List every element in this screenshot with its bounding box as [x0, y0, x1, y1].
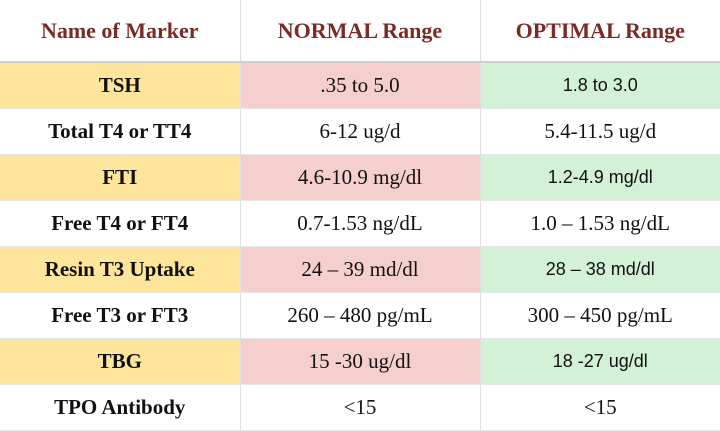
- header-cell: Name of Marker: [0, 0, 240, 63]
- header-row: Name of Marker NORMAL Range OPTIMAL Rang…: [0, 0, 720, 63]
- normal-range: <15: [239, 384, 480, 431]
- normal-range: 15 -30 ug/dl: [239, 338, 480, 385]
- header-cell: NORMAL Range: [239, 0, 480, 63]
- marker-name: Total T4 or TT4: [0, 108, 240, 155]
- row: TSH .35 to 5.0 1.8 to 3.0: [0, 62, 720, 109]
- optimal-range: 1.0 – 1.53 ng/dL: [479, 200, 720, 247]
- normal-range: 6-12 ug/d: [239, 108, 480, 155]
- header-cell: OPTIMAL Range: [479, 0, 720, 63]
- normal-range: 0.7-1.53 ng/dL: [239, 200, 480, 247]
- normal-range: 4.6-10.9 mg/dl: [239, 154, 480, 201]
- marker-name: Free T3 or FT3: [0, 292, 240, 339]
- marker-name: TBG: [0, 338, 240, 385]
- row: Free T4 or FT4 0.7-1.53 ng/dL 1.0 – 1.53…: [0, 200, 720, 247]
- row: Total T4 or TT4 6-12 ug/d 5.4-11.5 ug/d: [0, 108, 720, 155]
- optimal-range: 28 – 38 md/dl: [479, 246, 720, 293]
- row: Free T3 or FT3 260 – 480 pg/mL 300 – 450…: [0, 292, 720, 339]
- optimal-range: 1.8 to 3.0: [479, 62, 720, 109]
- optimal-range: 18 -27 ug/dl: [479, 338, 720, 385]
- row: FTI 4.6-10.9 mg/dl 1.2-4.9 mg/dl: [0, 154, 720, 201]
- normal-range: 260 – 480 pg/mL: [239, 292, 480, 339]
- normal-range: .35 to 5.0: [239, 62, 480, 109]
- optimal-range: 1.2-4.9 mg/dl: [479, 154, 720, 201]
- row: TBG 15 -30 ug/dl 18 -27 ug/dl: [0, 338, 720, 385]
- optimal-range: 300 – 450 pg/mL: [479, 292, 720, 339]
- optimal-range: 5.4-11.5 ug/d: [479, 108, 720, 155]
- marker-name: Free T4 or FT4: [0, 200, 240, 247]
- row: Resin T3 Uptake 24 – 39 md/dl 28 – 38 md…: [0, 246, 720, 293]
- marker-name: Resin T3 Uptake: [0, 246, 240, 293]
- row: TPO Antibody <15 <15: [0, 384, 720, 431]
- normal-range: 24 – 39 md/dl: [239, 246, 480, 293]
- marker-name: TSH: [0, 62, 240, 109]
- marker-name: FTI: [0, 154, 240, 201]
- marker-name: TPO Antibody: [0, 384, 240, 431]
- optimal-range: <15: [479, 384, 720, 431]
